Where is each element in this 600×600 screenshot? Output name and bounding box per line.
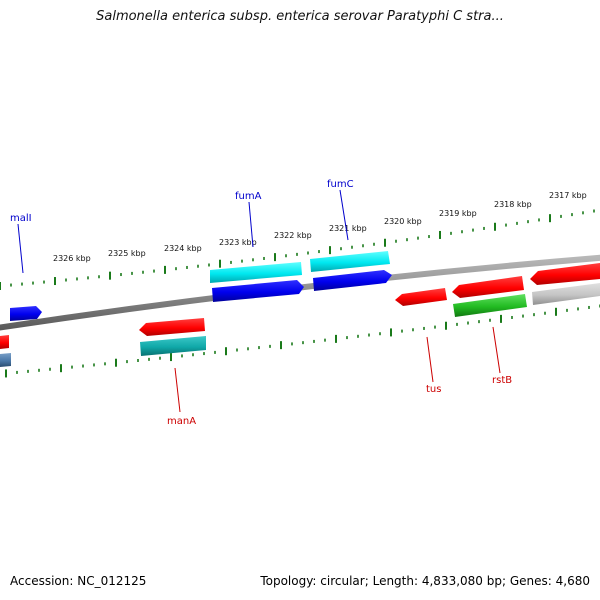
topology-label: Topology: [260,574,317,588]
gene-labels: malI fumA fumC manA tus rstB [10,179,512,427]
leader-rstB [492,326,501,374]
scale-ticks-upper [0,209,595,290]
gene-manA[interactable] [139,318,205,336]
leader-fumA [248,201,254,248]
scale-label: 2323 kbp [219,238,257,247]
gene-label-manA[interactable]: manA [167,416,196,427]
scale-label: 2325 kbp [108,249,146,258]
gene-rstB[interactable] [452,276,524,298]
gene-left-edge-steel[interactable] [0,353,11,367]
forward-strand-features [10,251,600,321]
gene-label-rstB[interactable]: rstB [492,375,512,386]
leader-tus [426,336,434,383]
scale-label: 2321 kbp [329,224,367,233]
length-label: Length: [372,574,419,588]
scale-label: 2322 kbp [274,231,312,240]
leader-fumC [339,189,349,241]
gene-rstB-paired-cds[interactable] [453,294,527,317]
leader-malI [17,223,24,274]
reverse-strand-features [0,276,600,367]
accession-label: Accession: [10,574,74,588]
gene-fumC-paired-cds[interactable] [310,251,390,272]
footer-summary: Topology: circular; Length: 4,833,080 bp… [260,574,590,588]
topology-value: circular [320,574,365,588]
scale-ticks-lower [5,304,600,378]
gene-label-malI[interactable]: malI [10,213,32,224]
gene-left-edge-red[interactable] [0,335,9,349]
scale-label: 2318 kbp [494,200,532,209]
footer-accession: Accession: NC_012125 [10,574,146,588]
scale-labels: 2326 kbp 2325 kbp 2324 kbp 2323 kbp 2322… [53,191,587,263]
accession-value: NC_012125 [77,574,147,588]
genes-value: 4,680 [555,574,590,588]
gene-fumA-paired-cds[interactable] [210,262,302,283]
scale-label: 2324 kbp [164,244,202,253]
gene-fumC[interactable] [313,270,392,291]
gene-tus[interactable] [395,288,447,306]
genes-label: Genes: [509,574,552,588]
gene-manA-paired-cds[interactable] [140,336,206,356]
scale-label: 2319 kbp [439,209,477,218]
gene-malI[interactable] [10,306,42,321]
scale-label: 2326 kbp [53,254,91,263]
gene-lower-right[interactable] [532,283,600,305]
scale-label: 2317 kbp [549,191,587,200]
leader-manA [174,367,181,413]
gene-upper-right[interactable] [530,263,600,285]
gene-fumA[interactable] [212,280,304,302]
gene-label-fumA[interactable]: fumA [235,191,262,202]
scale-label: 2320 kbp [384,217,422,226]
gene-label-fumC[interactable]: fumC [327,179,354,190]
map-title: Salmonella enterica subsp. enterica sero… [96,9,504,24]
length-value: 4,833,080 bp [421,574,502,588]
gene-label-tus[interactable]: tus [426,384,441,395]
label-leaders [17,189,501,413]
